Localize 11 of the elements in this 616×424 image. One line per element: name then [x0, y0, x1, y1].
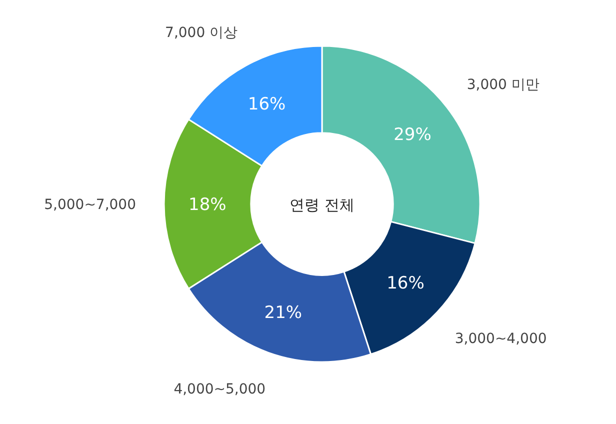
data-label: 18% — [188, 195, 226, 215]
slice-label: 3,000~4,000 — [454, 331, 547, 348]
slice-label: 5,000~7,000 — [44, 197, 136, 213]
slice-label: 3,000 미만 — [466, 76, 540, 93]
slice-label: 7,000 이상 — [165, 25, 238, 42]
data-label: 29% — [394, 124, 432, 145]
data-label: 16% — [386, 273, 424, 294]
data-label: 16% — [248, 94, 286, 115]
text: 연령 전체 — [290, 196, 354, 214]
slice-label: 4,000~5,000 — [174, 381, 266, 398]
data-label: 21% — [264, 302, 302, 323]
